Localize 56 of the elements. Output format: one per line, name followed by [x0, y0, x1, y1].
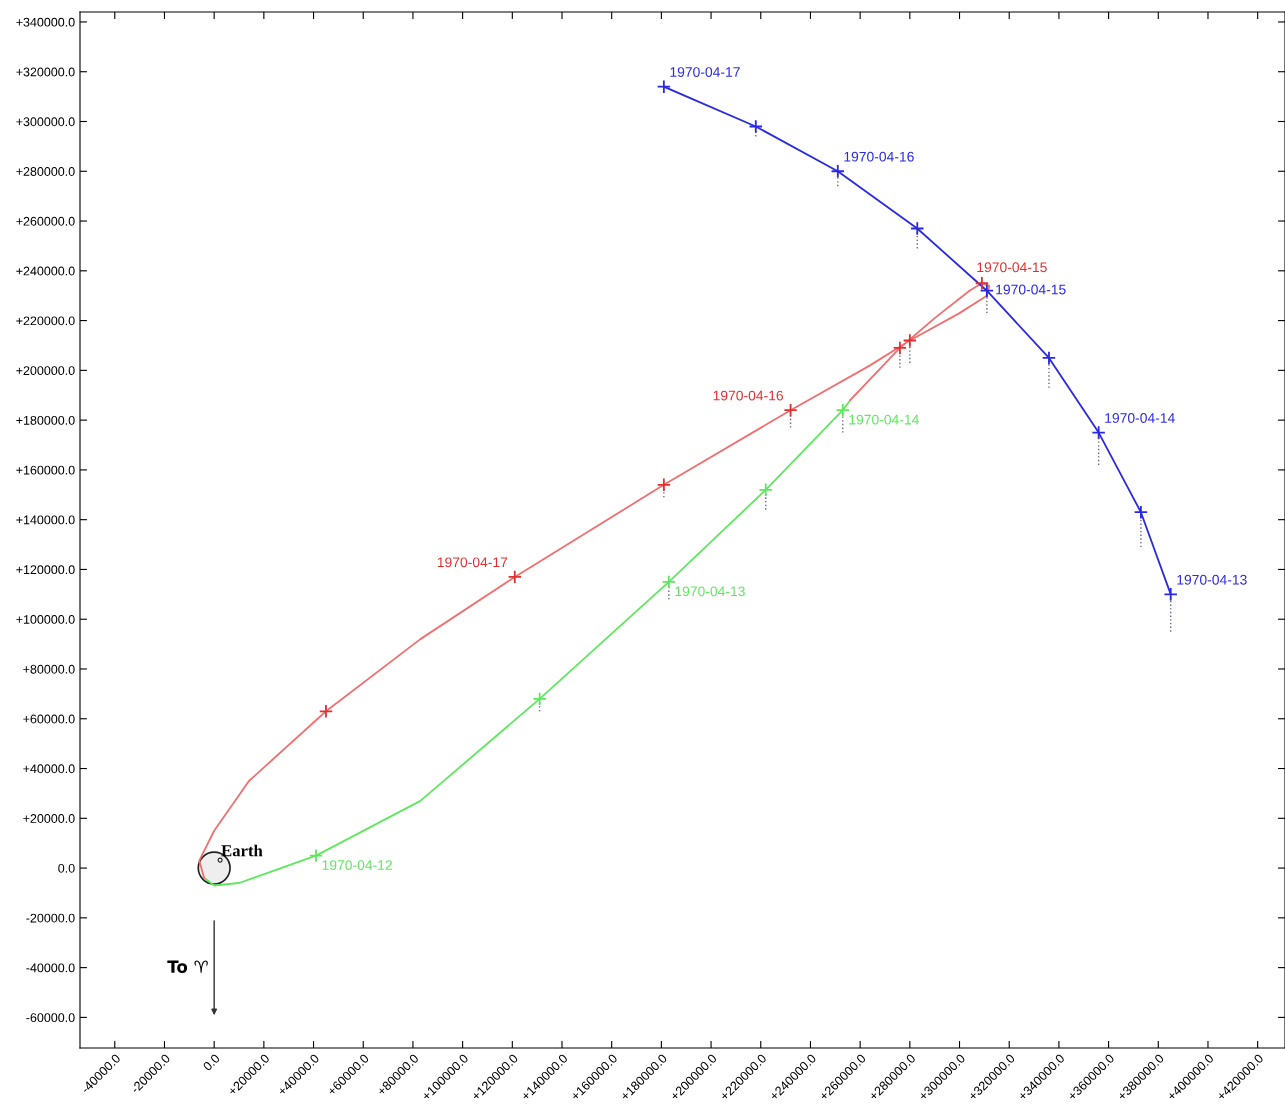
point: [656, 477, 671, 492]
point: [830, 164, 845, 179]
point: [308, 848, 324, 863]
data-label: 1970-04-17: [670, 67, 740, 77]
y-tick-label: +160000.0: [16, 465, 75, 475]
point: [748, 119, 763, 134]
data-label: 1970-04-15: [996, 284, 1066, 295]
y-tick-label: +60000.0: [23, 714, 75, 724]
y-tick-label: +40000.0: [23, 764, 75, 774]
point: [783, 403, 798, 418]
point: [507, 569, 522, 585]
annotation: Earth: [221, 844, 263, 857]
y-tick-label: 0.0: [58, 863, 75, 873]
y-tick-label: +180000.0: [16, 415, 75, 425]
y-tick-label: +200000.0: [16, 366, 75, 376]
y-tick-label: +220000.0: [16, 316, 75, 326]
y-tick-label: -60000.0: [26, 1013, 75, 1023]
y-tick-label: +320000.0: [16, 67, 75, 77]
y-tick-label: +20000.0: [23, 814, 75, 823]
point: [910, 221, 925, 236]
data-label: 1970-04-12: [322, 860, 392, 870]
data-label: 1970-04-15: [977, 262, 1047, 273]
y-tick-label: -40000.0: [26, 963, 75, 973]
point: [974, 276, 990, 291]
y-tick-label: +300000.0: [16, 117, 75, 127]
x-tick-label: 0.0: [202, 1053, 221, 1072]
point: [661, 574, 676, 590]
point: [1041, 350, 1057, 366]
data-label: 1970-04-16: [844, 151, 914, 162]
y-tick-label: +340000.0: [16, 17, 75, 27]
point: [902, 333, 917, 348]
point: [1133, 505, 1149, 520]
y-tick-label: -20000.0: [26, 913, 75, 923]
point: [1091, 425, 1106, 440]
point: [758, 482, 773, 497]
point: [835, 403, 850, 418]
point: [892, 340, 908, 356]
data-label: 1970-04-13: [1177, 574, 1247, 585]
point: [979, 283, 995, 298]
y-tick-label: +280000.0: [16, 167, 75, 176]
y-tick-label: +120000.0: [16, 565, 75, 575]
data-label: 1970-04-14: [1105, 413, 1175, 423]
data-label: 1970-04-17: [437, 557, 508, 568]
y-tick-label: +260000.0: [16, 216, 75, 226]
point: [318, 704, 334, 719]
data-label: 1970-04-16: [713, 390, 784, 401]
point: [532, 691, 547, 706]
y-tick-label: +100000.0: [16, 615, 75, 624]
point: [656, 79, 672, 94]
data-label: 1970-04-13: [675, 586, 745, 597]
y-tick-label: +140000.0: [16, 515, 75, 525]
y-tick-label: +240000.0: [16, 266, 75, 276]
point: [1163, 587, 1178, 602]
y-tick-label: +80000.0: [23, 664, 75, 674]
data-label: 1970-04-14: [849, 414, 919, 425]
annotation: To ♈: [167, 960, 208, 973]
